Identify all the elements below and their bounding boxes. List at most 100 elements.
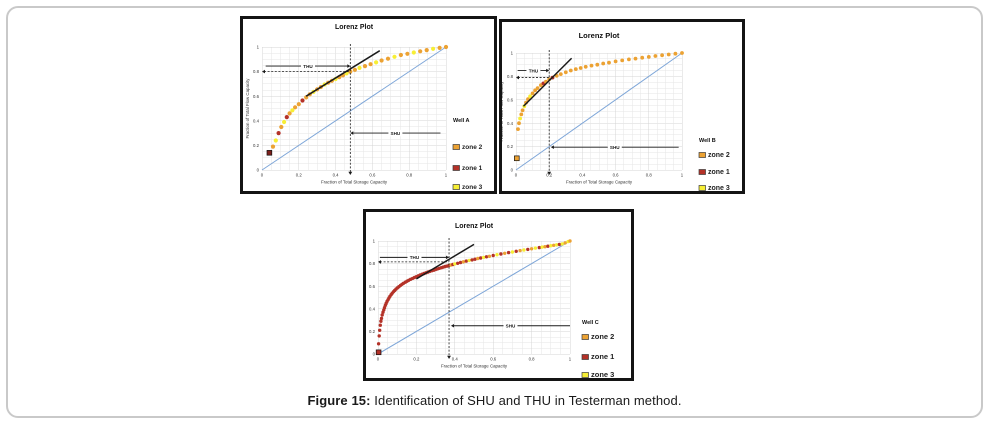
lorenz-plot-well-b: THU SHU 0 0 0.2 0.2 0.4 0.4 0.6 0.6 0.8 0.8 1 1 Fracti… xyxy=(499,19,745,194)
legend-swatch-zone-3 xyxy=(698,185,706,191)
svg-text:0.4: 0.4 xyxy=(333,173,340,178)
shu-vline xyxy=(447,238,451,359)
legend-swatch-zone-1 xyxy=(581,354,589,360)
legend-well-c: Well C zone 2 zone 1 zone 3 xyxy=(581,320,614,378)
grid xyxy=(377,240,571,355)
svg-text:0.2: 0.2 xyxy=(546,173,553,178)
tangent-line xyxy=(305,50,381,97)
well-c-svg: THU SHU 00 0.2 0.2 0.4 0.4 0.6 0.6 0.8 0.8 1 1 Fracti… xyxy=(369,223,614,378)
svg-text:THU: THU xyxy=(529,68,539,73)
svg-text:0.2: 0.2 xyxy=(369,329,376,334)
shu-arrow: SHU xyxy=(350,129,441,137)
legend-label-zone-1: zone 1 xyxy=(462,165,483,172)
thu-arrow: THU xyxy=(517,67,550,74)
legend-label-zone-3: zone 3 xyxy=(708,185,730,191)
svg-text:THU: THU xyxy=(303,64,313,69)
data-points xyxy=(266,44,449,156)
tangent-line xyxy=(522,57,573,107)
svg-text:0: 0 xyxy=(377,357,380,362)
svg-text:SHU: SHU xyxy=(506,324,516,329)
figure-caption: Figure 15: Identification of SHU and THU… xyxy=(0,393,989,408)
svg-text:0.4: 0.4 xyxy=(369,306,376,311)
chart-title: Lorenz Plot xyxy=(579,31,620,40)
start-marker xyxy=(375,349,382,356)
y-axis-title: Fraction of Total Flow Capacity xyxy=(502,81,504,142)
svg-text:0.2: 0.2 xyxy=(507,144,514,149)
svg-text:0.6: 0.6 xyxy=(490,357,497,362)
well-a-svg: THU SHU 00 0.2 0.2 0.4 0.4 0.6 0.6 0.8 0.8 1 1 Fracti… xyxy=(245,24,483,191)
svg-text:0.8: 0.8 xyxy=(253,69,260,74)
legend-label-zone-2: zone 2 xyxy=(708,152,730,159)
x-axis-title: Fraction of Total Storage Capacity xyxy=(321,180,388,185)
svg-text:0.4: 0.4 xyxy=(507,121,514,126)
x-axis-title: Fraction of Total Storage Capacity xyxy=(566,180,633,185)
svg-text:SHU: SHU xyxy=(391,131,401,136)
legend-label-zone-1: zone 1 xyxy=(591,352,614,361)
thu-hline xyxy=(516,75,550,80)
axis-ticks: 00 0.2 0.2 0.4 0.4 0.6 0.6 0.8 0.8 1 1 xyxy=(253,45,448,178)
legend-label-zone-3: zone 3 xyxy=(462,184,483,191)
svg-text:0: 0 xyxy=(515,173,518,178)
start-marker xyxy=(266,150,273,156)
thu-hline xyxy=(262,69,351,74)
svg-text:0.8: 0.8 xyxy=(646,173,653,178)
figure-caption-label: Figure 15: xyxy=(307,393,371,408)
legend-swatch-zone-2 xyxy=(452,144,460,150)
svg-text:0.8: 0.8 xyxy=(406,173,413,178)
svg-text:0.8: 0.8 xyxy=(369,261,376,266)
legend-title: Well C xyxy=(582,320,599,326)
svg-text:0.8: 0.8 xyxy=(507,74,514,79)
svg-text:1: 1 xyxy=(681,173,684,178)
thu-arrow: THU xyxy=(265,62,351,70)
thu-hline xyxy=(378,260,450,264)
svg-text:0.2: 0.2 xyxy=(253,143,260,148)
svg-text:0.6: 0.6 xyxy=(507,97,514,102)
legend-swatch-zone-2 xyxy=(581,334,589,340)
well-b-svg: THU SHU 00 0.2 0.2 0.4 0.4 0.6 0.6 0.8 0.8 1 1 Fracti… xyxy=(502,31,730,191)
legend-swatch-zone-3 xyxy=(452,184,460,190)
svg-text:1: 1 xyxy=(445,173,448,178)
y-axis-title: Fraction of Total Flow Capacity xyxy=(245,78,250,139)
svg-text:1: 1 xyxy=(373,239,376,244)
svg-text:1: 1 xyxy=(569,357,572,362)
chart-title: Lorenz Plot xyxy=(335,24,374,31)
lorenz-plot-well-a: THU SHU 0 0 0.2 0.2 0.4 0.4 0.6 0.6 0.8 0.8 1 1 Fracti… xyxy=(240,16,497,194)
x-axis-title: Fraction of Total Storage Capacity xyxy=(441,364,508,369)
thu-arrow: THU xyxy=(379,254,450,261)
shu-arrow: SHU xyxy=(450,322,570,329)
legend-swatch-zone-1 xyxy=(452,165,460,171)
svg-text:0.2: 0.2 xyxy=(413,357,420,362)
shu-vline xyxy=(348,44,353,175)
svg-text:0: 0 xyxy=(511,168,514,173)
legend-swatch-zone-1 xyxy=(698,169,706,175)
data-points xyxy=(375,239,572,356)
svg-text:THU: THU xyxy=(410,255,420,260)
grid xyxy=(515,52,683,171)
diagonal-line xyxy=(261,46,447,171)
figure-caption-text: Identification of SHU and THU in Testerm… xyxy=(370,393,682,408)
legend-swatch-zone-3 xyxy=(581,372,589,378)
legend-label-zone-3: zone 3 xyxy=(591,370,614,378)
svg-text:0.4: 0.4 xyxy=(579,173,586,178)
svg-text:0.2: 0.2 xyxy=(296,173,303,178)
legend-label-zone-1: zone 1 xyxy=(708,169,730,176)
svg-text:0: 0 xyxy=(373,352,376,357)
shu-arrow: SHU xyxy=(550,143,679,151)
lorenz-plot-well-c: THU SHU 0 0 0.2 0.2 0.4 0.4 0.6 0.6 0.8 0.8 1 1 Fracti… xyxy=(363,209,634,381)
svg-text:0.4: 0.4 xyxy=(452,357,459,362)
diagonal-line xyxy=(377,240,571,355)
svg-text:0.4: 0.4 xyxy=(253,118,260,123)
diagonal-line xyxy=(515,52,683,171)
legend-label-zone-2: zone 2 xyxy=(591,332,614,341)
legend-label-zone-2: zone 2 xyxy=(462,144,483,151)
svg-text:SHU: SHU xyxy=(610,145,620,150)
legend-well-a: Well A zone 2 zone 1 zone 3 xyxy=(452,118,483,191)
shu-vline xyxy=(547,50,552,175)
legend-title: Well A xyxy=(453,118,470,124)
svg-text:0.6: 0.6 xyxy=(369,284,376,289)
svg-text:0.6: 0.6 xyxy=(369,173,376,178)
svg-text:0.6: 0.6 xyxy=(613,173,620,178)
legend-well-b: Well B zone 2 zone 1 zone 3 xyxy=(698,138,730,191)
svg-text:0: 0 xyxy=(257,168,260,173)
